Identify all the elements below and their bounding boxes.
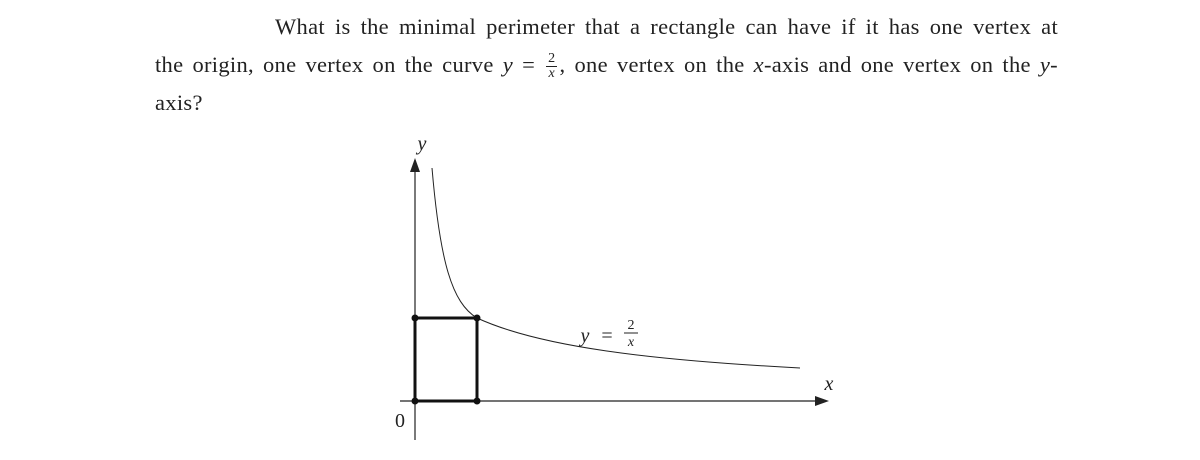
curve-label-denominator: x <box>627 335 635 350</box>
x-axis-label: x <box>824 373 834 395</box>
x-arrow <box>815 396 829 406</box>
vertex <box>473 397 481 405</box>
fraction-denominator: x <box>548 66 556 82</box>
origin-label: 0 <box>395 410 405 432</box>
curve-label-var: y <box>579 325 590 347</box>
vertex <box>411 314 419 322</box>
question-text: -axis and one vertex on the <box>763 52 1040 77</box>
y-arrow <box>410 158 420 172</box>
curve-label-equals: = <box>601 325 612 347</box>
math-var: y <box>502 52 513 77</box>
question-text: What is the minimal perimeter that a rec… <box>155 14 1058 77</box>
math-equals: = <box>522 52 536 77</box>
question: What is the minimal perimeter that a rec… <box>155 8 1058 122</box>
vertex <box>411 397 419 405</box>
question-text: -axis? <box>155 52 1058 115</box>
vertex <box>473 314 481 322</box>
math-var: y <box>1039 52 1051 77</box>
math-var: x <box>753 52 764 77</box>
curve-label-numerator: 2 <box>628 318 635 333</box>
fraction-numerator: 2 <box>546 51 558 68</box>
y-axis-label: y <box>416 133 427 155</box>
question-text: , one vertex on the <box>559 52 754 77</box>
curve <box>431 167 801 369</box>
rectangle <box>413 316 479 403</box>
